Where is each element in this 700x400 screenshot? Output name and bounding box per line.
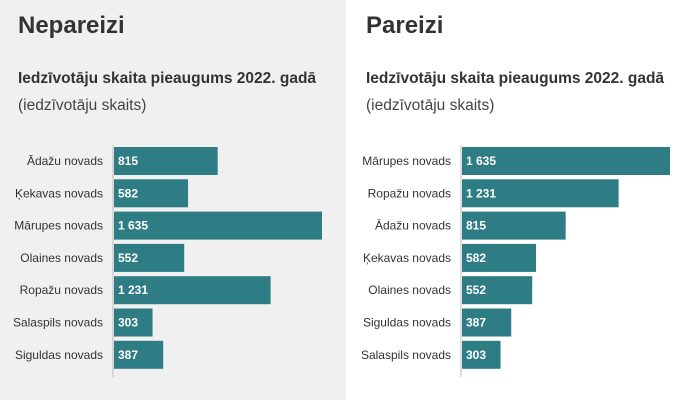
bar-chart-right: Mārupes novads 1 635 Ropažu novads 1 231 Āda… — [361, 145, 670, 378]
value-label: 303 — [118, 316, 138, 330]
bar-chart-wrong: Ādažu novads 815 Ķekavas novads 582 Mārupes … — [13, 145, 322, 378]
category-label: Siguldas novads — [15, 348, 103, 362]
bar — [114, 308, 153, 337]
category-label: Olaines novads — [20, 251, 103, 265]
bar — [114, 276, 271, 305]
bar — [462, 243, 537, 272]
value-label: 387 — [118, 348, 138, 362]
value-label: 1 231 — [118, 283, 148, 297]
bar — [462, 147, 670, 175]
value-label: 582 — [466, 251, 486, 265]
category-label: Olaines novads — [368, 283, 451, 297]
chart-title: Iedzīvotāju skaita pieaugums 2022. gadā — [366, 70, 665, 87]
category-label: Ādažu novads — [375, 219, 451, 233]
category-label: Salaspils novads — [361, 348, 451, 362]
category-label: Ķekavas novads — [363, 251, 451, 265]
value-label: 1 635 — [466, 154, 496, 168]
category-label: Ķekavas novads — [15, 186, 103, 200]
category-label: Salaspils novads — [13, 316, 103, 330]
chart-subtitle: (iedzīvotāju skaits) — [18, 97, 147, 114]
value-label: 387 — [466, 316, 486, 330]
value-label: 582 — [118, 186, 138, 200]
panel-heading: Nepareizi — [18, 12, 125, 39]
bar — [114, 340, 164, 369]
category-label: Ropažu novads — [368, 186, 451, 200]
bar — [462, 179, 619, 208]
category-label: Ādažu novads — [27, 154, 103, 168]
bar — [114, 147, 218, 175]
value-label: 1 231 — [466, 186, 496, 200]
value-label: 552 — [466, 283, 486, 297]
panel-heading: Pareizi — [366, 12, 444, 39]
panel-wrong: Nepareizi Iedzīvotāju skaita pieaugums 2… — [0, 0, 346, 400]
bar — [462, 276, 533, 305]
bar — [114, 243, 185, 272]
bar — [114, 179, 189, 208]
value-label: 552 — [118, 251, 138, 265]
bar — [462, 308, 512, 337]
category-label: Mārupes novads — [14, 219, 103, 233]
value-label: 815 — [118, 154, 138, 168]
value-label: 1 635 — [118, 219, 148, 233]
category-label: Ropažu novads — [20, 283, 103, 297]
value-label: 303 — [466, 348, 486, 362]
category-label: Siguldas novads — [363, 316, 451, 330]
panel-right: Pareizi Iedzīvotāju skaita pieaugums 202… — [346, 0, 700, 400]
bar — [114, 211, 322, 240]
chart-title: Iedzīvotāju skaita pieaugums 2022. gadā — [18, 70, 317, 87]
category-label: Mārupes novads — [362, 154, 451, 168]
bar — [462, 211, 566, 240]
chart-subtitle: (iedzīvotāju skaits) — [366, 97, 495, 114]
value-label: 815 — [466, 219, 486, 233]
bar — [462, 340, 501, 369]
